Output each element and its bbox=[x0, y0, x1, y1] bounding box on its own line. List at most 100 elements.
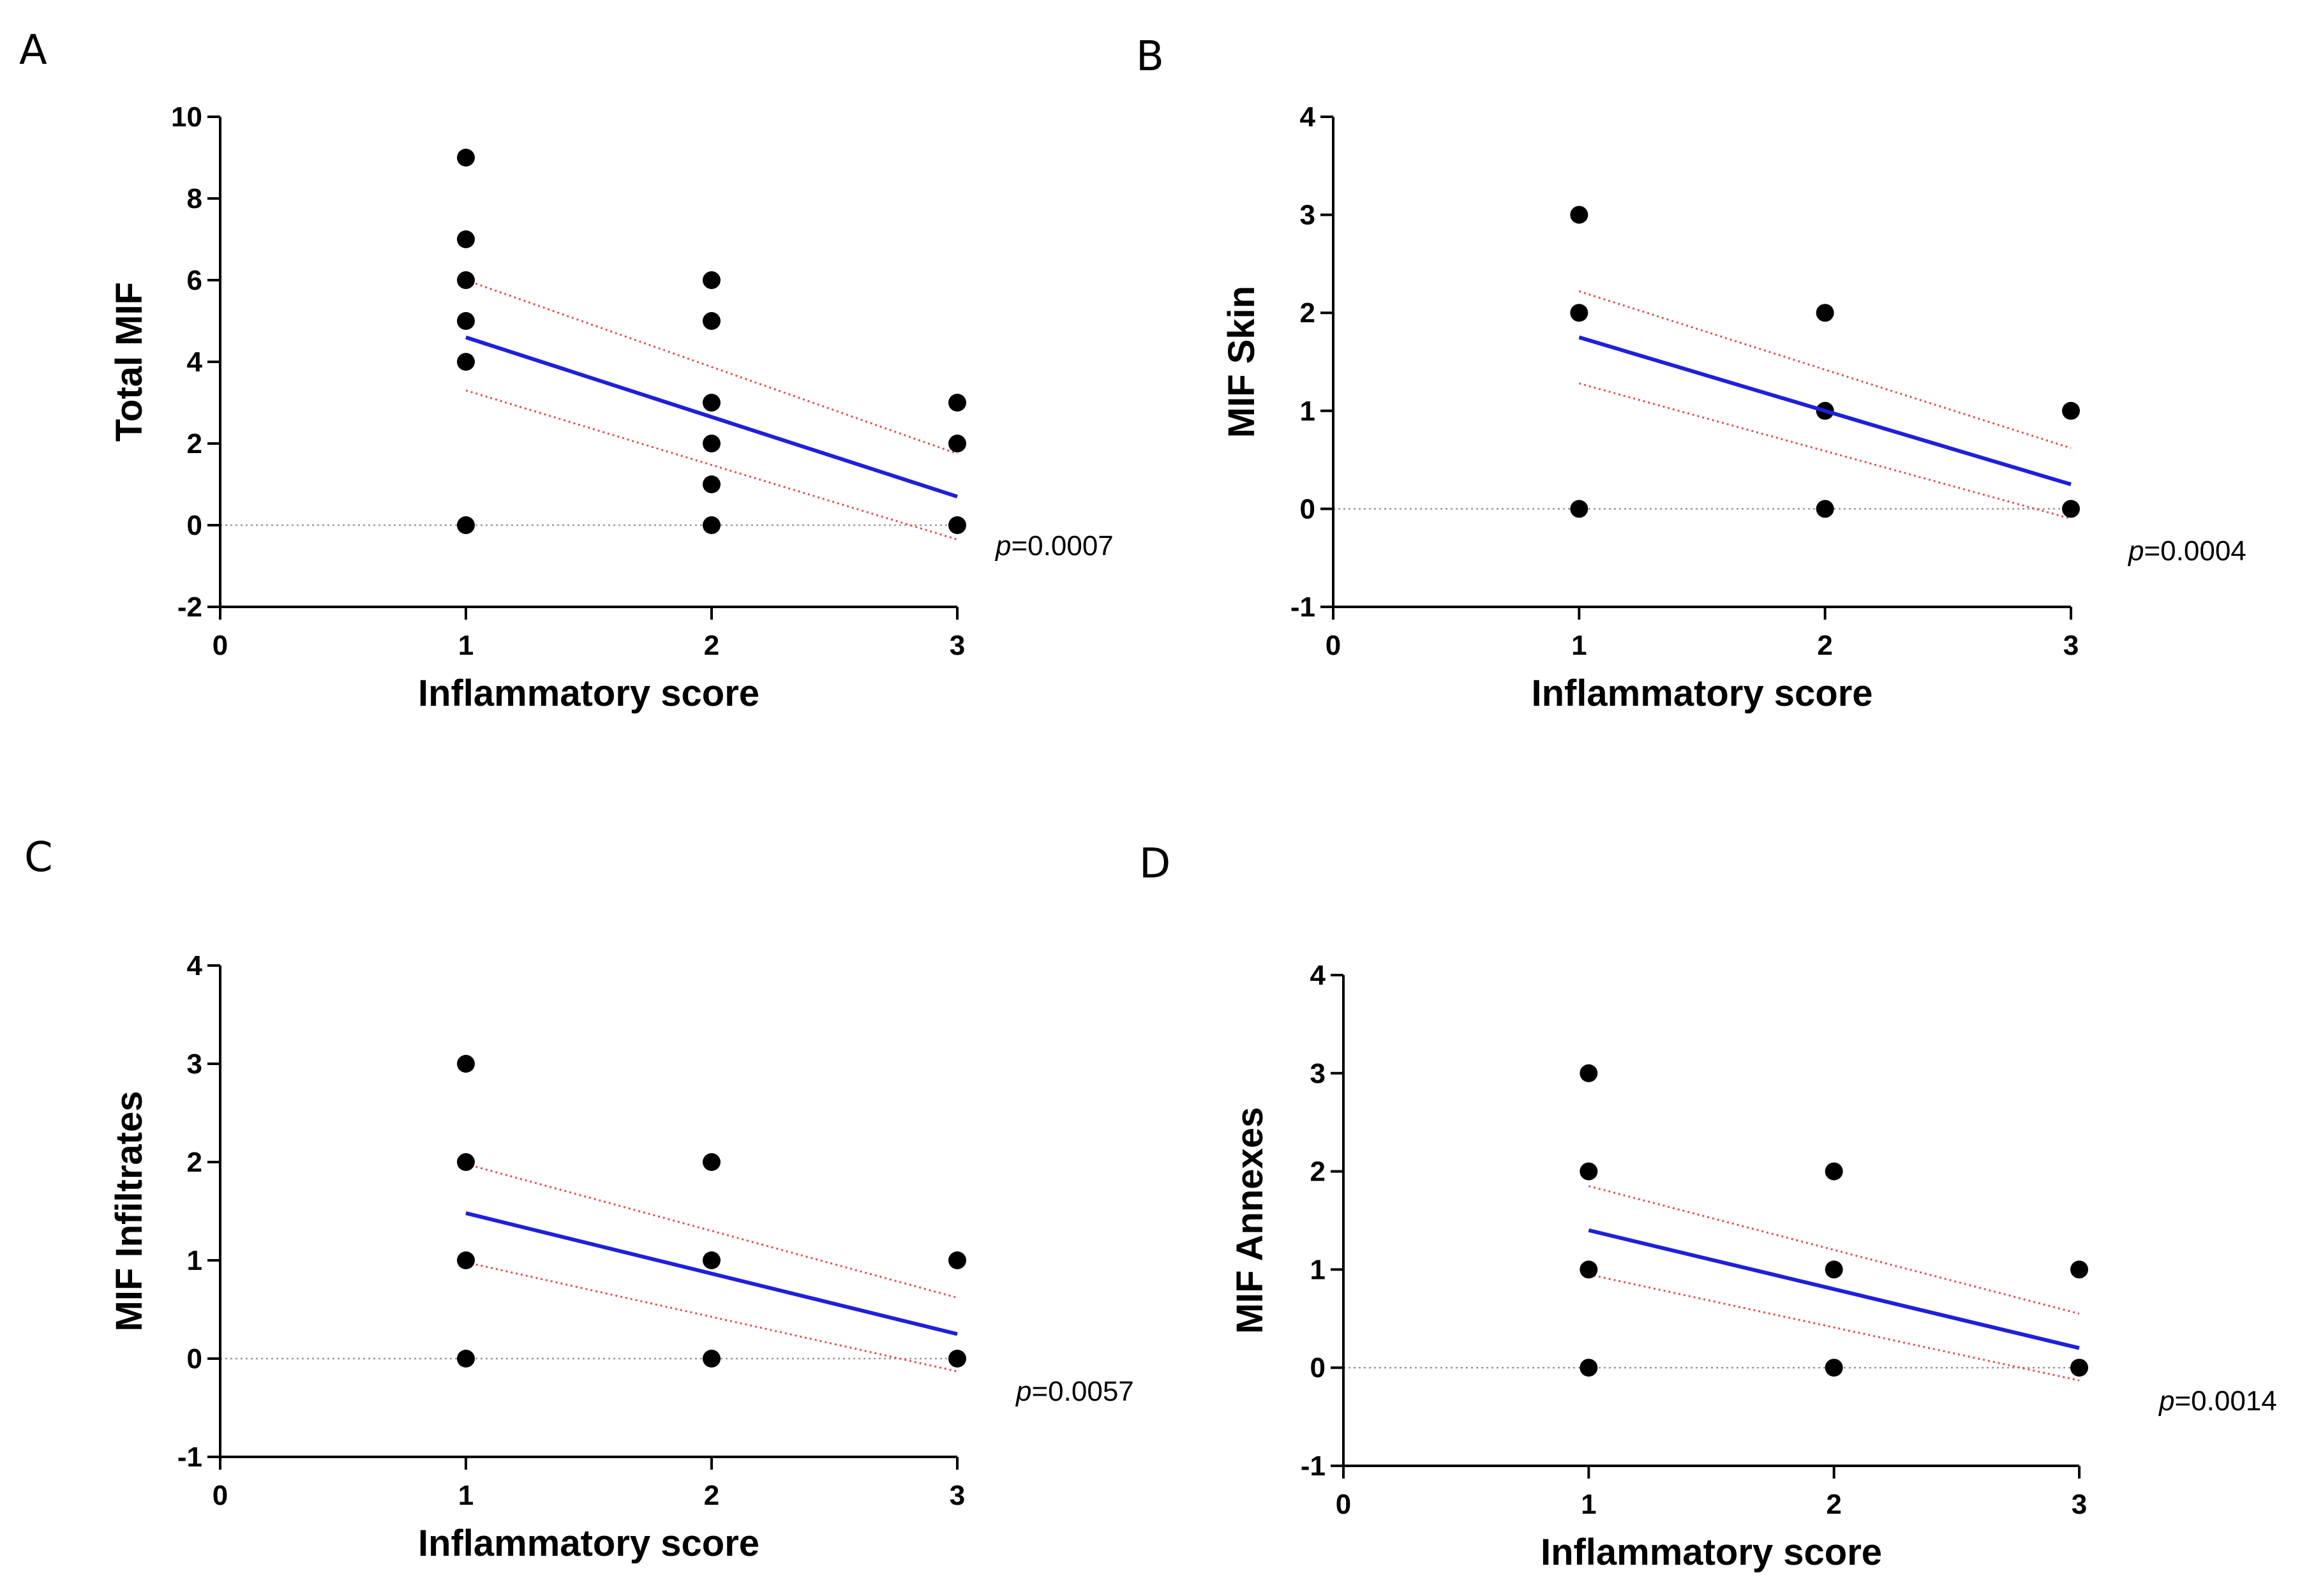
panel-c-x-axis-label: Inflammatory score bbox=[418, 1523, 759, 1564]
panel-b-data-point bbox=[1570, 500, 1588, 518]
panel-a-y-tick-label: 10 bbox=[171, 101, 202, 133]
panel-b-p-symbol: p bbox=[2127, 535, 2144, 567]
panel-d-data-point bbox=[1580, 1260, 1598, 1279]
panel-c-x-tick-label: 0 bbox=[213, 1480, 228, 1511]
panel-d-y-tick-label: 1 bbox=[1310, 1254, 1326, 1285]
panel-c-y-axis-label: MIF Infiltrates bbox=[108, 1091, 150, 1331]
panel-a-data-point bbox=[703, 435, 721, 452]
panel-b-data-point bbox=[1816, 304, 1834, 322]
panel-d-data-point bbox=[2070, 1359, 2088, 1377]
panel-a-data-point bbox=[457, 149, 475, 167]
panel-a-data-point bbox=[457, 230, 475, 248]
panel-a-data-point bbox=[457, 516, 475, 534]
panel-a-data-point bbox=[703, 475, 721, 493]
panel-b-y-tick-label: 3 bbox=[1300, 200, 1315, 231]
panel-a-data-point bbox=[457, 271, 475, 289]
panel-a-y-tick-label: -2 bbox=[177, 592, 202, 623]
panel-d-x-tick-label: 0 bbox=[1336, 1489, 1351, 1520]
panel-d-ci-lower-line bbox=[1588, 1273, 2080, 1382]
panel-a-ci-lower-line bbox=[465, 389, 958, 541]
panel-c-data-point bbox=[703, 1251, 721, 1269]
panel-a-data-point bbox=[457, 312, 475, 330]
panel-b-x-tick-label: 1 bbox=[1571, 630, 1587, 661]
panel-c: C -1 0 1 2 3 4 0 1 2 3 Inflammatory score MIF Infilt… bbox=[24, 834, 1134, 1564]
panel-d-x-tick-label: 2 bbox=[1826, 1489, 1841, 1520]
panel-c-data-point bbox=[457, 1055, 475, 1073]
panel-b-data-point bbox=[2062, 401, 2080, 420]
panel-c-ci-lower-line bbox=[465, 1261, 958, 1373]
panel-a-x-axis-label: Inflammatory score bbox=[418, 673, 759, 714]
panel-a-data-point bbox=[703, 516, 721, 534]
panel-c-x-tick-label: 3 bbox=[950, 1480, 965, 1511]
panel-d: D -1 0 1 2 3 4 0 1 2 3 Inflammatory score MIF Annexe… bbox=[1139, 840, 2277, 1573]
panel-b-y-tick-label: 4 bbox=[1300, 101, 1316, 133]
panel-b-ci-lower-line bbox=[1578, 382, 2072, 520]
panel-d-y-tick-label: 2 bbox=[1310, 1156, 1326, 1188]
panel-b-letter: B bbox=[1136, 33, 1164, 80]
panel-b-x-tick-label: 0 bbox=[1326, 630, 1341, 661]
panel-c-p-value: p=0.0057 bbox=[1015, 1376, 1134, 1407]
panel-c-y-tick-label: 0 bbox=[187, 1343, 202, 1375]
panel-d-regression-line bbox=[1588, 1228, 2080, 1350]
panel-b-ci-upper-line bbox=[1578, 290, 2072, 449]
panel-a-y-tick-label: 4 bbox=[187, 347, 203, 378]
panel-c-data-point bbox=[703, 1350, 721, 1368]
panel-b-y-tick-label: 1 bbox=[1300, 396, 1315, 427]
panel-a-letter: A bbox=[19, 27, 47, 74]
panel-d-x-tick-label: 1 bbox=[1581, 1489, 1596, 1520]
panel-b-y-axis-label: MIF Skin bbox=[1221, 286, 1262, 438]
panel-b-data-point bbox=[1570, 304, 1588, 322]
panel-c-data-point bbox=[948, 1350, 966, 1368]
panel-a-data-point bbox=[457, 353, 475, 371]
panel-d-y-tick-label: 4 bbox=[1310, 960, 1326, 991]
panel-c-data-point bbox=[948, 1251, 966, 1269]
panel-c-y-tick-label: 3 bbox=[187, 1048, 202, 1080]
panel-b-y-tick-label: 0 bbox=[1300, 493, 1315, 525]
panel-c-data-point bbox=[457, 1350, 475, 1368]
panel-b-data-point bbox=[1570, 205, 1588, 224]
panel-b-y-tick-label: -1 bbox=[1290, 592, 1315, 623]
panel-c-letter: C bbox=[24, 834, 53, 881]
panel-c-data-point bbox=[703, 1153, 721, 1171]
panel-d-data-point bbox=[1580, 1064, 1598, 1082]
panel-a-p-number: =0.0007 bbox=[1011, 530, 1113, 562]
panel-b-x-tick-label: 3 bbox=[2063, 630, 2079, 661]
panel-a-y-tick-label: 6 bbox=[187, 265, 202, 296]
panel-a: A -2 0 2 4 6 8 10 0 1 2 3 Inflammatory score Total MI… bbox=[19, 27, 1114, 714]
panel-a-p-symbol: p bbox=[994, 530, 1011, 562]
panel-a-p-value: p=0.0007 bbox=[994, 530, 1114, 562]
panel-b-data-point bbox=[2062, 500, 2080, 518]
panel-a-x-tick-label: 0 bbox=[213, 630, 228, 661]
panel-d-y-axis-label: MIF Annexes bbox=[1229, 1107, 1271, 1334]
panel-a-x-tick-label: 2 bbox=[704, 630, 719, 661]
panel-b-regression-line bbox=[1578, 335, 2072, 486]
panel-d-data-point bbox=[1825, 1260, 1843, 1279]
panel-d-y-tick-label: -1 bbox=[1301, 1451, 1326, 1482]
panel-d-data-point bbox=[2070, 1260, 2088, 1279]
panel-c-data-point bbox=[457, 1251, 475, 1269]
panel-b-x-axis-label: Inflammatory score bbox=[1531, 673, 1872, 714]
panel-b-y-tick-label: 2 bbox=[1300, 297, 1315, 329]
panel-d-data-point bbox=[1580, 1162, 1598, 1181]
panel-a-y-tick-label: 2 bbox=[187, 428, 202, 459]
panel-c-x-tick-label: 1 bbox=[458, 1480, 474, 1511]
panel-d-p-value: p=0.0014 bbox=[2158, 1385, 2277, 1417]
panel-d-x-axis-label: Inflammatory score bbox=[1541, 1532, 1882, 1573]
panel-d-data-point bbox=[1580, 1359, 1598, 1377]
panel-a-data-point bbox=[703, 312, 721, 330]
panel-a-data-point bbox=[703, 271, 721, 289]
panel-d-letter: D bbox=[1139, 840, 1170, 888]
panel-a-y-tick-label: 8 bbox=[187, 183, 202, 214]
panel-b-p-value: p=0.0004 bbox=[2127, 535, 2246, 567]
panel-c-data-point bbox=[457, 1153, 475, 1171]
panel-c-p-symbol: p bbox=[1015, 1376, 1031, 1407]
panel-b-data-point bbox=[1816, 500, 1834, 518]
panel-a-data-point bbox=[703, 394, 721, 412]
panel-b-p-number: =0.0004 bbox=[2144, 535, 2246, 567]
panel-c-y-tick-label: -1 bbox=[177, 1442, 202, 1473]
panel-a-data-point bbox=[948, 516, 966, 534]
panel-c-y-tick-label: 1 bbox=[187, 1245, 202, 1276]
panel-d-y-tick-label: 0 bbox=[1310, 1352, 1326, 1383]
panel-a-y-tick-label: 0 bbox=[187, 510, 202, 541]
